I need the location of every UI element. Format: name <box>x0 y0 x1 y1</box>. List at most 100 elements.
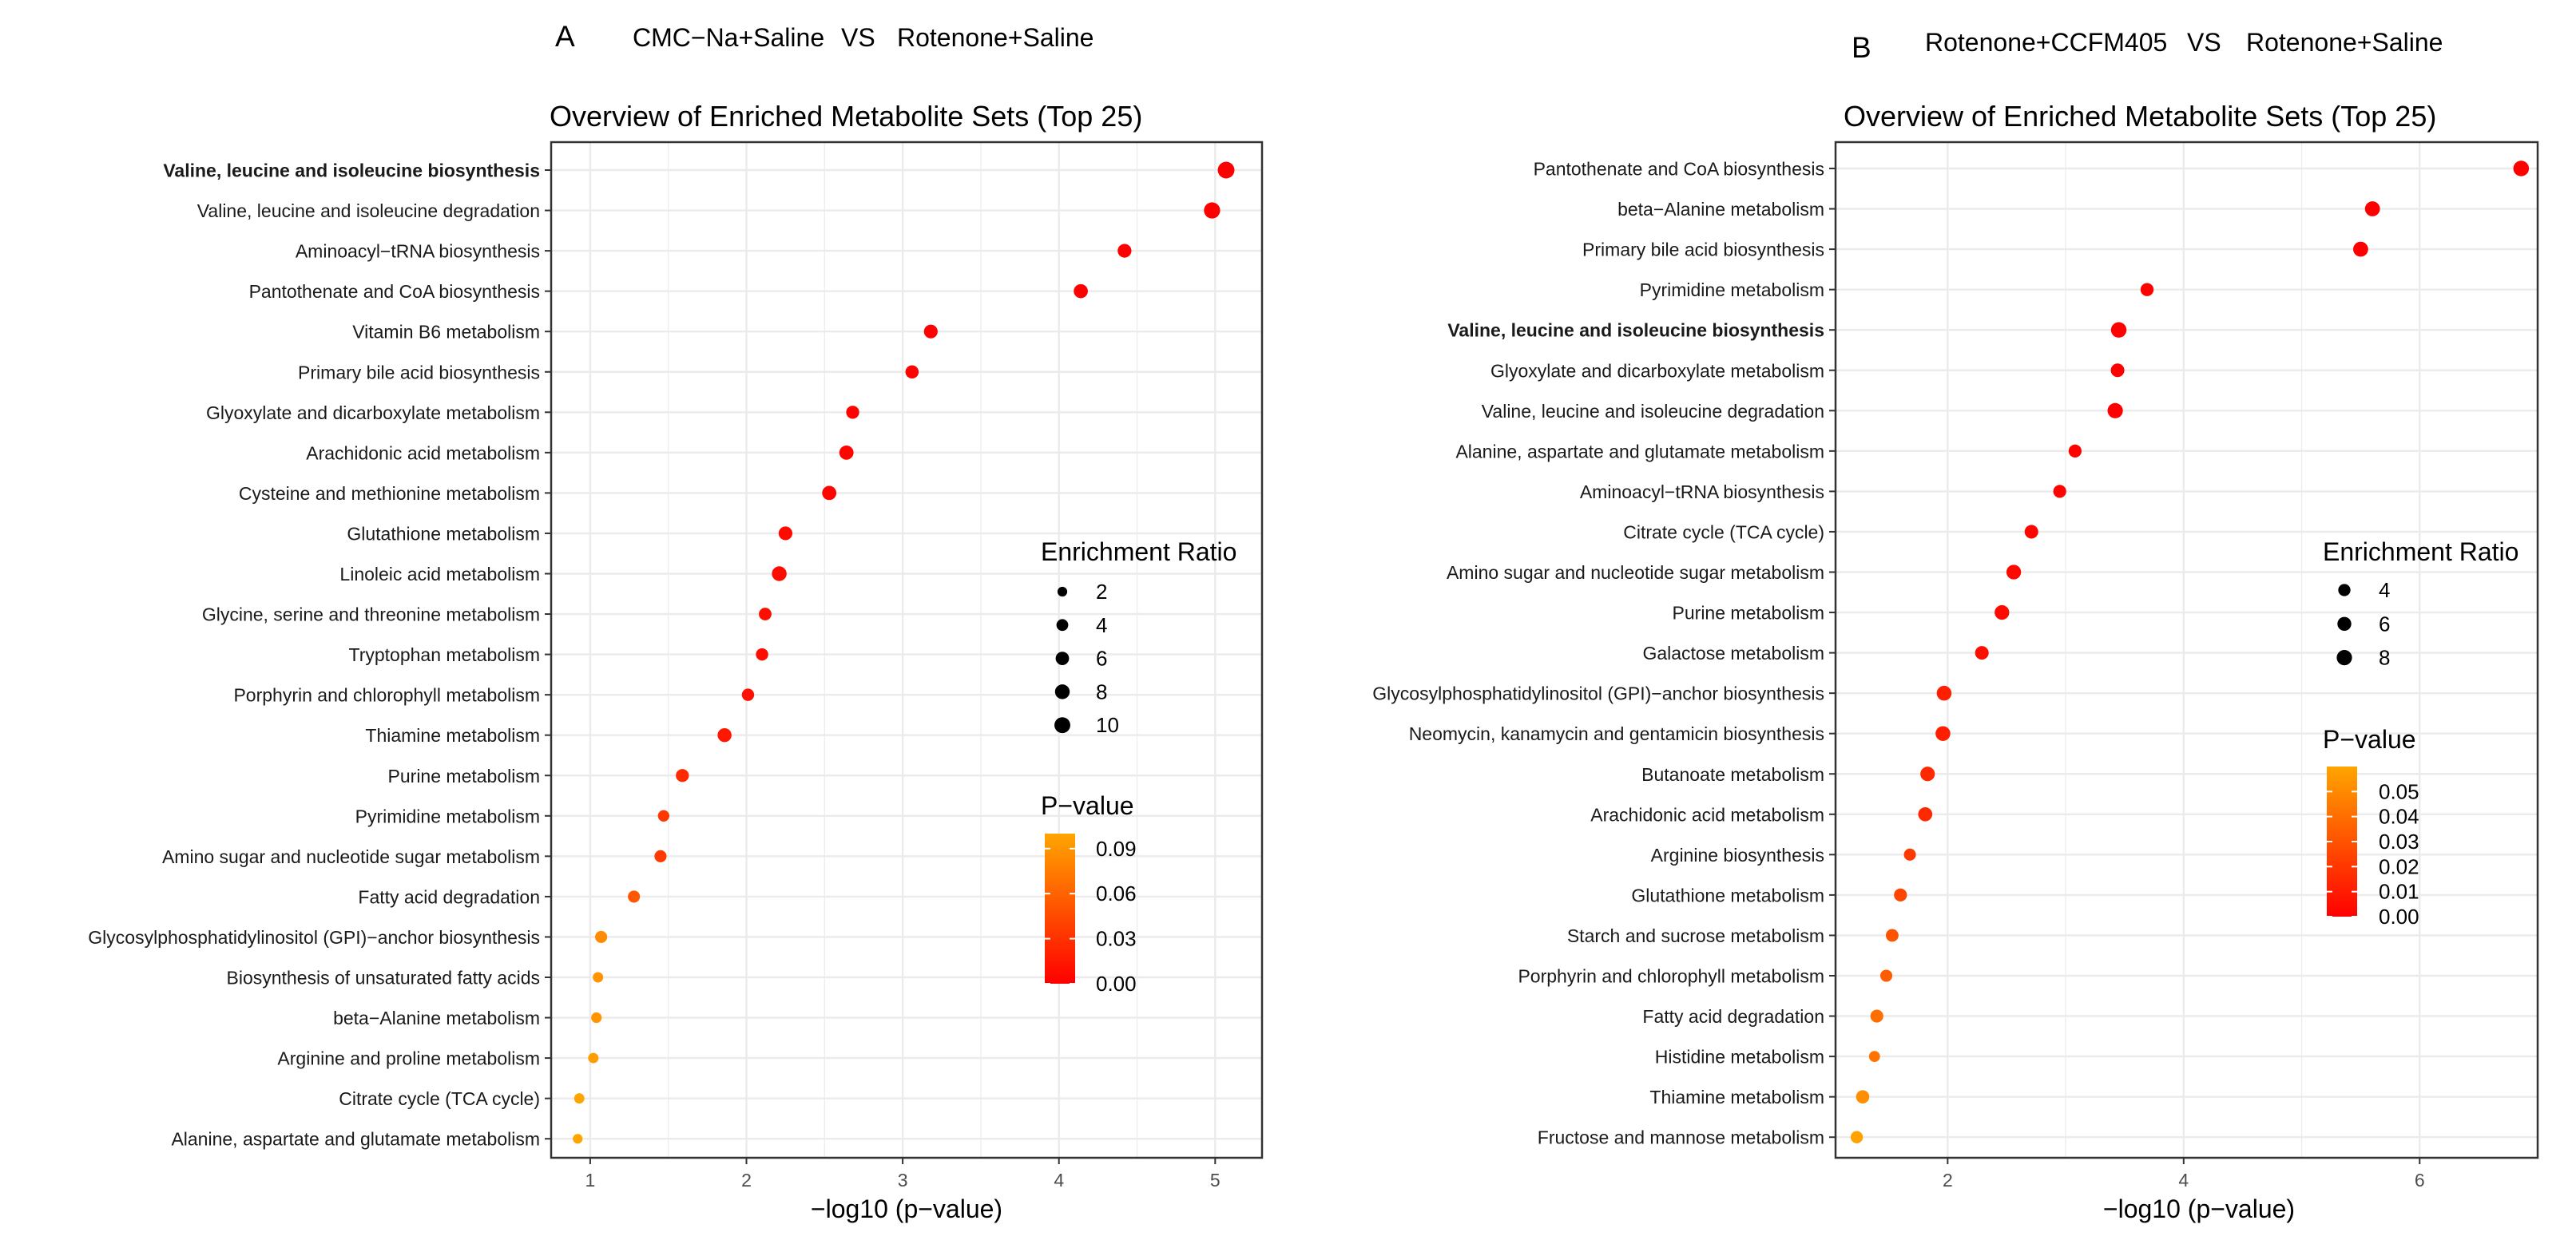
panel-a-size-legend-label: 10 <box>1096 713 1119 737</box>
panel-a-vs: VS <box>841 23 875 52</box>
panel-b-point <box>1894 888 1907 902</box>
panel-a-point <box>1217 161 1235 179</box>
panel-a-size-legend-dot <box>1057 586 1068 597</box>
panel-a-point <box>574 1093 585 1104</box>
panel-b-point <box>2513 160 2530 176</box>
panel-a-color-legend: P−value 0.09 0.06 0.03 0.00 <box>1041 791 1137 996</box>
panel-a-size-legend-title: Enrichment Ratio <box>1041 537 1236 566</box>
panel-a-color-tick-label: 0.00 <box>1096 972 1137 996</box>
panel-b-category-label: Amino sugar and nucleotide sugar metabol… <box>1447 562 1824 583</box>
panel-b-category-label: Starch and sucrose metabolism <box>1567 925 1824 946</box>
panel-b-group-b: Rotenone+Saline <box>2246 28 2443 57</box>
panel-a-point <box>741 688 755 701</box>
panel-a-x-axis-title: −log10 (p−value) <box>811 1195 1002 1223</box>
panel-b-category-label: Alanine, aspartate and glutamate metabol… <box>1455 441 1824 462</box>
panel-a-letter: A <box>555 20 575 53</box>
panel-a-color-tick-label: 0.06 <box>1096 882 1137 905</box>
panel-b-point <box>2068 444 2082 458</box>
panel-a-group-a: CMC−Na+Saline <box>633 23 824 52</box>
panel-b-x-tick-label: 6 <box>2415 1170 2425 1191</box>
panel-a-point <box>1074 283 1088 299</box>
panel-a-point <box>778 526 793 541</box>
panel-b-color-tick-label: 0.02 <box>2379 854 2419 878</box>
panel-a-color-legend-title: P−value <box>1041 791 1134 820</box>
panel-b-grid <box>1836 142 2538 1158</box>
panel-b-category-label: Primary bile acid biosynthesis <box>1582 240 1824 260</box>
panel-b-color-tick-label: 0.04 <box>2379 805 2419 829</box>
panel-b-color-tick-label: 0.01 <box>2379 880 2419 904</box>
panel-a-chart: Overview of Enriched Metabolite Sets (To… <box>88 100 1264 1223</box>
panel-b-size-legend-label: 8 <box>2379 646 2390 670</box>
panel-b-letter: B <box>1852 31 1871 64</box>
panel-a-point <box>846 406 859 419</box>
panel-b-color-tick-label: 0.03 <box>2379 830 2419 854</box>
panel-b-category-label: Neomycin, kanamycin and gentamicin biosy… <box>1409 723 1824 744</box>
panel-a-category-label: Alanine, aspartate and glutamate metabol… <box>171 1129 540 1150</box>
panel-b-category-label: Thiamine metabolism <box>1649 1087 1824 1107</box>
panel-a-point <box>676 769 689 782</box>
panel-a-category-label: Biosynthesis of unsaturated fatty acids <box>227 968 541 988</box>
panel-b-point <box>1903 848 1916 861</box>
panel-a-point <box>905 365 919 379</box>
panel-b-point <box>1935 726 1951 741</box>
panel-a-color-tick-label: 0.03 <box>1096 927 1137 951</box>
panel-b-x-tick-label: 2 <box>1943 1170 1953 1191</box>
panel-b-x-axis-title: −log10 (p−value) <box>2103 1195 2295 1223</box>
panel-a-category-label: Valine, leucine and isoleucine biosynthe… <box>163 160 540 181</box>
panel-b-point <box>2110 363 2125 378</box>
panel-a-grid <box>551 142 1262 1158</box>
panel-a-category-label: beta−Alanine metabolism <box>333 1008 540 1028</box>
panel-a-category-label: Pantothenate and CoA biosynthesis <box>249 281 540 302</box>
panel-b-point <box>1868 1051 1880 1062</box>
panel-b-color-tick-label: 0.00 <box>2379 905 2419 929</box>
panel-b-point <box>2364 201 2380 216</box>
panel-b-color-legend-title: P−value <box>2323 725 2416 754</box>
panel-b-point <box>1918 806 1933 822</box>
panel-b-category-label: Arachidonic acid metabolism <box>1590 804 1824 825</box>
panel-a-category-label: Amino sugar and nucleotide sugar metabol… <box>162 846 540 867</box>
panel-b-category-label: Histidine metabolism <box>1655 1047 1824 1068</box>
panel-a-size-legend-label: 6 <box>1096 647 1107 671</box>
panel-b-point <box>2353 241 2368 257</box>
panel-a-size-legend-dot <box>1055 652 1070 665</box>
panel-b-size-legend-label: 4 <box>2379 578 2390 602</box>
panel-a-category-label: Pyrimidine metabolism <box>355 806 540 826</box>
panel-a-size-legend: Enrichment Ratio 2 4 6 8 10 <box>1041 537 1236 737</box>
panel-a-x-tick-label: 1 <box>585 1170 596 1191</box>
panel-b-category-label: Porphyrin and chlorophyll metabolism <box>1518 966 1824 987</box>
panel-a-point <box>839 445 854 460</box>
panel-a-point <box>595 930 608 944</box>
panel-b-category-label: Pantothenate and CoA biosynthesis <box>1534 159 1824 180</box>
panel-a-category-label: Arachidonic acid metabolism <box>306 442 540 463</box>
panel-b-category-label: Glycosylphosphatidylinositol (GPI)−ancho… <box>1372 683 1824 704</box>
panel-a-point <box>1204 202 1221 219</box>
panel-b-category-label: Fatty acid degradation <box>1642 1006 1824 1027</box>
panel-a-category-label: Aminoacyl−tRNA biosynthesis <box>296 241 540 262</box>
panel-b-points <box>1850 160 2530 1143</box>
panel-a-point <box>657 810 670 822</box>
panel-a-color-tick-label: 0.09 <box>1096 837 1137 861</box>
panel-a-point <box>756 648 768 661</box>
panel-b-category-label: Butanoate metabolism <box>1641 764 1824 785</box>
panel-b-size-legend-dot <box>2338 584 2351 596</box>
panel-b-point <box>1885 929 1899 942</box>
panel-b-x-ticks: 2 4 6 <box>1943 1158 2425 1191</box>
panel-a-point <box>588 1052 599 1064</box>
panel-a-group-b: Rotenone+Saline <box>897 23 1094 52</box>
panel-b-category-label: Valine, leucine and isoleucine biosynthe… <box>1447 320 1824 341</box>
panel-a-x-ticks: 1 2 3 4 5 <box>585 1158 1221 1191</box>
panel-a-category-label: Purine metabolism <box>388 766 540 786</box>
panel-b-category-label: Arginine biosynthesis <box>1651 845 1824 866</box>
panel-b-title: Overview of Enriched Metabolite Sets (To… <box>1844 100 2436 133</box>
panel-a-point <box>759 608 772 620</box>
panel-a-category-label: Glycine, serine and threonine metabolism <box>202 604 540 625</box>
panel-b-category-label: Glyoxylate and dicarboxylate metabolism <box>1490 360 1824 381</box>
panel-b-size-legend-dot <box>2337 616 2352 632</box>
panel-b-vs: VS <box>2187 28 2221 57</box>
panel-b-point <box>1870 1009 1883 1023</box>
panel-a-size-legend-dot <box>1054 684 1070 699</box>
panel-b-point <box>1975 646 1989 660</box>
panel-a-category-label: Thiamine metabolism <box>365 725 540 746</box>
panel-a-size-legend-dot <box>1056 619 1069 632</box>
